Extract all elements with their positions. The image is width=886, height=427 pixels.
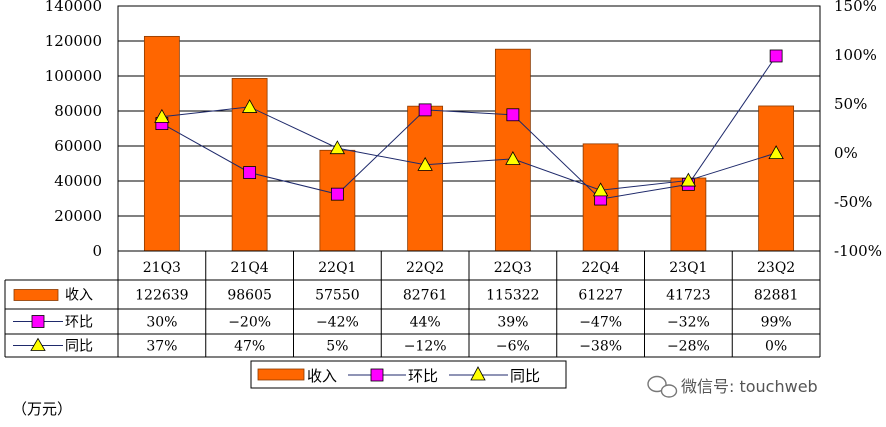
table-cell-value: 47%	[234, 339, 265, 355]
table-cell-value: 44%	[410, 315, 441, 331]
category-label: 22Q2	[406, 260, 444, 276]
row-header-收入: 收入	[65, 288, 93, 304]
point-qoq-21Q4	[243, 166, 257, 180]
category-label: 23Q2	[757, 260, 795, 276]
table-cell-value: −42%	[316, 315, 359, 331]
table-cell-value: 41723	[666, 288, 711, 304]
table-cell-value: 98605	[227, 288, 272, 304]
table-cell-value: −6%	[496, 339, 530, 355]
legend-label-yoy: 同比	[510, 367, 540, 385]
row-key-revenue	[13, 289, 59, 301]
table-cell-value: 82761	[403, 288, 448, 304]
wechat-bubble-large	[647, 375, 667, 393]
table-cell-value: 57550	[315, 288, 360, 304]
table-cell-value: −28%	[667, 339, 710, 355]
bar-22Q3	[494, 48, 531, 252]
y-right-tick-label: 0%	[834, 144, 858, 162]
plot-frame	[117, 5, 821, 252]
table-cell-value: −12%	[404, 339, 447, 355]
category-label: 22Q3	[494, 260, 532, 276]
y-right-tick-label: 150%	[834, 0, 877, 15]
y-right-tick-label: 50%	[834, 95, 867, 113]
y-left-tick-label: 20000	[54, 207, 102, 225]
bar-22Q1	[319, 149, 356, 252]
table-cell-value: −47%	[579, 315, 622, 331]
table-cell-value: 99%	[761, 315, 792, 331]
y-left-tick-label: 120000	[45, 32, 102, 50]
watermark	[647, 375, 678, 398]
y-left-tick-label: 40000	[54, 172, 102, 190]
point-yoy-22Q1	[329, 140, 346, 155]
category-label: 21Q4	[231, 260, 269, 276]
point-qoq-22Q1	[330, 187, 344, 201]
legend	[250, 360, 567, 389]
point-yoy-21Q4	[241, 99, 258, 113]
point-yoy-23Q1	[680, 172, 697, 187]
row-header-同比: 同比	[65, 339, 93, 355]
point-yoy-22Q2	[417, 156, 433, 171]
legend-key-qoq	[370, 368, 384, 382]
unit-label: （万元）	[12, 400, 72, 418]
table-cell-value: 122639	[135, 288, 188, 304]
watermark-text: 微信号: touchweb	[681, 377, 818, 396]
table-cell-value: 39%	[497, 315, 528, 331]
series-line	[161, 55, 777, 200]
series-同比	[154, 99, 784, 197]
table-cell-value: 61227	[578, 288, 623, 304]
y-left-tick-label: 80000	[54, 102, 102, 120]
bar-22Q2	[407, 105, 444, 252]
legend-label-qoq: 环比	[408, 367, 438, 385]
point-yoy-22Q3	[505, 151, 521, 165]
y-right-tick-label: 100%	[834, 46, 877, 64]
data-table	[4, 250, 821, 358]
y-right-tick-label: -50%	[834, 193, 872, 211]
revenue-bars	[143, 35, 795, 252]
category-label: 23Q1	[669, 260, 707, 276]
category-label: 21Q3	[143, 260, 181, 276]
category-label: 22Q1	[318, 260, 356, 276]
row-key-qoq	[31, 315, 45, 328]
point-yoy-21Q3	[154, 108, 170, 123]
y-right-tick-label: -100%	[834, 242, 882, 260]
legend-label-revenue: 收入	[307, 367, 337, 385]
point-qoq-23Q2	[769, 49, 783, 63]
y-left-tick-label: 100000	[45, 67, 102, 85]
row-header-环比: 环比	[65, 315, 93, 331]
table-cell-value: 30%	[146, 315, 177, 331]
y-left-tick-label: 0	[92, 242, 102, 260]
y-left-tick-label: 60000	[54, 137, 102, 155]
table-cell-value: 82881	[754, 288, 799, 304]
category-label: 22Q4	[582, 260, 620, 276]
bar-21Q3	[143, 35, 180, 252]
gridlines	[118, 5, 820, 252]
table-cell-value: 5%	[326, 339, 348, 355]
table-cell-value: −32%	[667, 315, 710, 331]
table-cell-value: −38%	[579, 339, 622, 355]
point-qoq-22Q3	[506, 108, 520, 122]
row-key-yoy	[30, 337, 46, 351]
point-qoq-22Q2	[418, 103, 432, 117]
table-cell-value: 115322	[486, 288, 539, 304]
wechat-bubble-small	[660, 384, 678, 398]
point-yoy-22Q4	[592, 182, 609, 197]
point-yoy-23Q2	[768, 145, 784, 160]
table-cell-value: −20%	[228, 315, 271, 331]
legend-key-revenue	[257, 368, 305, 381]
series-line	[161, 106, 777, 191]
bar-23Q2	[758, 105, 795, 252]
table-cell-value: 37%	[146, 339, 177, 355]
y-left-tick-label: 140000	[45, 0, 102, 15]
legend-key-yoy	[470, 366, 486, 381]
wechat-icon	[647, 375, 678, 398]
table-cell-value: 0%	[765, 339, 787, 355]
